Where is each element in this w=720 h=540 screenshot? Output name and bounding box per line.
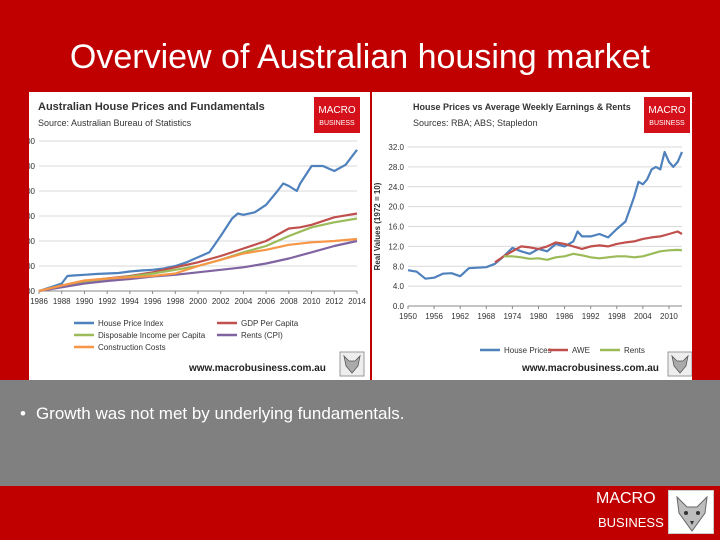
brand-logo-icon bbox=[314, 97, 360, 133]
x-tick-label: 1950 bbox=[399, 312, 417, 321]
x-tick-label: 1986 bbox=[30, 297, 48, 306]
brand-logo-icon bbox=[644, 97, 690, 133]
x-tick-label: 1968 bbox=[477, 312, 495, 321]
chart-panel-right: House Prices vs Average Weekly Earnings … bbox=[372, 92, 692, 380]
x-tick-label: 2004 bbox=[235, 297, 253, 306]
legend-label: Disposable Income per Capita bbox=[98, 331, 206, 340]
y-tick-label: 200 bbox=[29, 262, 36, 271]
website-label: www.macrobusiness.com.au bbox=[188, 363, 326, 374]
series-line-house-price-index bbox=[38, 149, 358, 293]
chart-title: Australian House Prices and Fundamentals bbox=[38, 101, 265, 113]
legend-label: Rents bbox=[624, 346, 645, 355]
series-line-awe bbox=[494, 230, 683, 264]
y-tick-label: 16.0 bbox=[388, 223, 404, 232]
bullet-item: • Growth was not met by underlying fundam… bbox=[20, 404, 404, 424]
footer-brand-business: BUSINESS bbox=[598, 515, 664, 530]
y-tick-label: 300 bbox=[29, 237, 36, 246]
x-tick-label: 2012 bbox=[325, 297, 343, 306]
brand-logo-line2: BUSINESS bbox=[649, 120, 685, 127]
x-tick-label: 2008 bbox=[280, 297, 298, 306]
series-line-rents bbox=[503, 248, 683, 261]
chart-house-prices-vs-awe: House Prices vs Average Weekly Earnings … bbox=[373, 97, 692, 377]
x-tick-label: 1996 bbox=[144, 297, 162, 306]
x-tick-label: 1956 bbox=[425, 312, 443, 321]
legend-label: Rents (CPI) bbox=[241, 331, 283, 340]
y-tick-label: 32.0 bbox=[388, 143, 404, 152]
brand-logo-line1: MACRO bbox=[648, 105, 685, 116]
legend-label: Construction Costs bbox=[98, 343, 166, 352]
legend-label: House Price Index bbox=[98, 319, 163, 328]
x-tick-label: 1998 bbox=[608, 312, 626, 321]
y-tick-label: 8.0 bbox=[393, 262, 405, 271]
x-tick-label: 1986 bbox=[556, 312, 574, 321]
y-tick-label: 4.0 bbox=[393, 282, 405, 291]
x-tick-label: 1992 bbox=[98, 297, 116, 306]
y-axis-label: Real Values (1972 = 10) bbox=[373, 182, 382, 270]
series-line-rents-cpi- bbox=[38, 239, 358, 293]
brand-logo-line2: BUSINESS bbox=[319, 120, 355, 127]
chart-title: House Prices vs Average Weekly Earnings … bbox=[413, 102, 631, 112]
x-tick-label: 2002 bbox=[212, 297, 230, 306]
website-label: www.macrobusiness.com.au bbox=[521, 363, 659, 374]
x-tick-label: 1974 bbox=[503, 312, 521, 321]
legend-label: GDP Per Capita bbox=[241, 319, 299, 328]
bullet-dot-icon: • bbox=[20, 404, 26, 423]
fox-logo-icon bbox=[668, 490, 714, 534]
y-tick-label: 400 bbox=[29, 212, 36, 221]
x-tick-label: 1988 bbox=[53, 297, 71, 306]
brand-logo-line1: MACRO bbox=[318, 105, 355, 116]
x-tick-label: 2000 bbox=[189, 297, 207, 306]
footer-brand-macro: MACRO bbox=[596, 490, 656, 507]
y-tick-label: 20.0 bbox=[388, 203, 404, 212]
y-tick-label: 100 bbox=[29, 287, 36, 296]
x-tick-label: 1962 bbox=[451, 312, 469, 321]
fox-face-icon bbox=[671, 354, 689, 374]
bullet-band bbox=[0, 380, 720, 486]
y-tick-label: 600 bbox=[29, 162, 36, 171]
slide-title: Overview of Australian housing market bbox=[69, 38, 651, 76]
x-tick-label: 2010 bbox=[660, 312, 678, 321]
x-tick-label: 2014 bbox=[348, 297, 366, 306]
x-tick-label: 2006 bbox=[257, 297, 275, 306]
x-tick-label: 1998 bbox=[166, 297, 184, 306]
x-tick-label: 2010 bbox=[303, 297, 321, 306]
chart-house-prices-fundamentals: Australian House Prices and Fundamentals… bbox=[29, 97, 366, 377]
series-line-house-prices bbox=[407, 150, 684, 280]
title-band bbox=[0, 0, 720, 92]
x-tick-label: 1994 bbox=[121, 297, 139, 306]
series-line-construction-costs bbox=[38, 237, 358, 293]
chart-subtitle: Sources: RBA; ABS; Stapledon bbox=[413, 118, 538, 128]
chart-panel-left: Australian House Prices and Fundamentals… bbox=[29, 92, 370, 380]
x-tick-label: 1980 bbox=[530, 312, 548, 321]
bullet-text: Growth was not met by underlying fundame… bbox=[35, 404, 405, 423]
y-tick-label: 500 bbox=[29, 187, 36, 196]
x-tick-label: 1990 bbox=[76, 297, 94, 306]
y-tick-label: 12.0 bbox=[388, 242, 404, 251]
x-tick-label: 2004 bbox=[634, 312, 652, 321]
fox-face-icon bbox=[343, 354, 361, 374]
legend-label: AWE bbox=[572, 346, 590, 355]
x-tick-label: 1992 bbox=[582, 312, 600, 321]
y-tick-label: 700 bbox=[29, 137, 36, 146]
chart-subtitle: Source: Australian Bureau of Statistics bbox=[38, 118, 192, 128]
legend-label: House Prices bbox=[504, 346, 552, 355]
y-tick-label: 0.0 bbox=[393, 302, 405, 311]
y-tick-label: 24.0 bbox=[388, 183, 404, 192]
y-tick-label: 28.0 bbox=[388, 163, 404, 172]
